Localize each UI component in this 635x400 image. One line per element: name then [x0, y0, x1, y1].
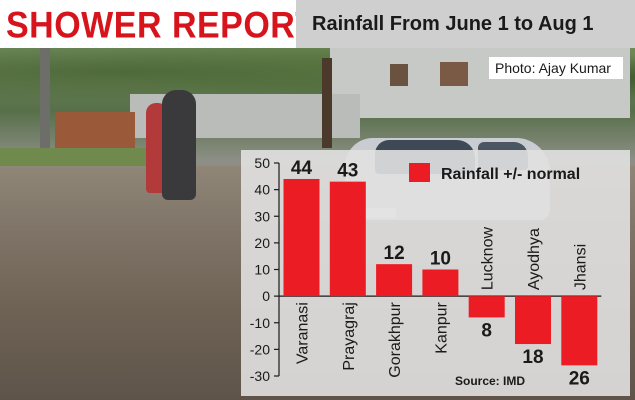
y-tick-label: -20: [250, 341, 270, 357]
bar-jhansi: [561, 296, 598, 366]
y-tick-label: 20: [254, 235, 270, 251]
category-label: Lucknow: [480, 227, 497, 291]
value-label: 43: [337, 161, 358, 182]
category-label: Varanasi: [295, 302, 312, 364]
building-window: [390, 64, 408, 86]
building-window: [440, 62, 468, 86]
legend: Rainfall +/- normal: [409, 163, 580, 183]
value-label: 26: [569, 368, 590, 389]
legend-swatch: [409, 163, 430, 182]
y-tick-label: 50: [254, 155, 270, 171]
bar-varanasi: [283, 178, 320, 297]
category-label: Kanpur: [433, 301, 450, 353]
y-tick-label: 0: [262, 288, 270, 304]
y-tick-label: 10: [254, 262, 270, 278]
grass-verge: [0, 148, 180, 166]
value-label: 18: [522, 347, 543, 368]
y-tick-label: 30: [254, 208, 270, 224]
photo-credit-box: Photo: Ajay Kumar: [489, 57, 623, 79]
bar-kanpur: [422, 269, 459, 297]
labels: 44 Varanasi 43 Prayagraj 12 Gorakhpur 10 Kanpur…: [291, 158, 590, 389]
bar-lucknow: [468, 296, 505, 318]
gate: [55, 112, 135, 148]
bar-ayodhya: [515, 296, 551, 345]
bar-prayagraj: [329, 181, 366, 297]
bar-gorakhpur: [376, 264, 413, 297]
chart-panel: 50 40 30 20 10 0 -10 -20 -30 44 Varanasi 43 Prayagr…: [241, 150, 630, 396]
y-tick-label: 40: [254, 182, 270, 198]
person-wading: [162, 90, 196, 200]
value-label: 12: [384, 243, 405, 264]
header-subtitle-band: Rainfall From June 1 to Aug 1: [296, 0, 635, 48]
bars: [283, 178, 598, 366]
value-label: 10: [430, 249, 451, 270]
source-note: Source: IMD: [455, 374, 525, 388]
photo-credit: Photo: Ajay Kumar: [495, 60, 611, 76]
y-tick-label: -10: [250, 315, 270, 331]
category-label: Jhansi: [572, 244, 589, 290]
value-label: 8: [481, 320, 492, 341]
tree-trunk: [322, 58, 332, 148]
y-tick-label: -30: [250, 368, 270, 384]
bar-chart: 50 40 30 20 10 0 -10 -20 -30 44 Varanasi 43 Prayagr…: [250, 155, 602, 389]
utility-pole: [40, 48, 50, 153]
value-label: 44: [291, 158, 313, 179]
page-subtitle: Rainfall From June 1 to Aug 1: [312, 13, 594, 35]
category-label: Prayagraj: [341, 302, 358, 370]
category-label: Gorakhpur: [387, 301, 404, 377]
legend-label: Rainfall +/- normal: [441, 166, 580, 183]
category-label: Ayodhya: [526, 228, 543, 290]
header-title-band: SHOWER REPORT: [0, 0, 316, 48]
page-title: SHOWER REPORT: [6, 5, 317, 47]
